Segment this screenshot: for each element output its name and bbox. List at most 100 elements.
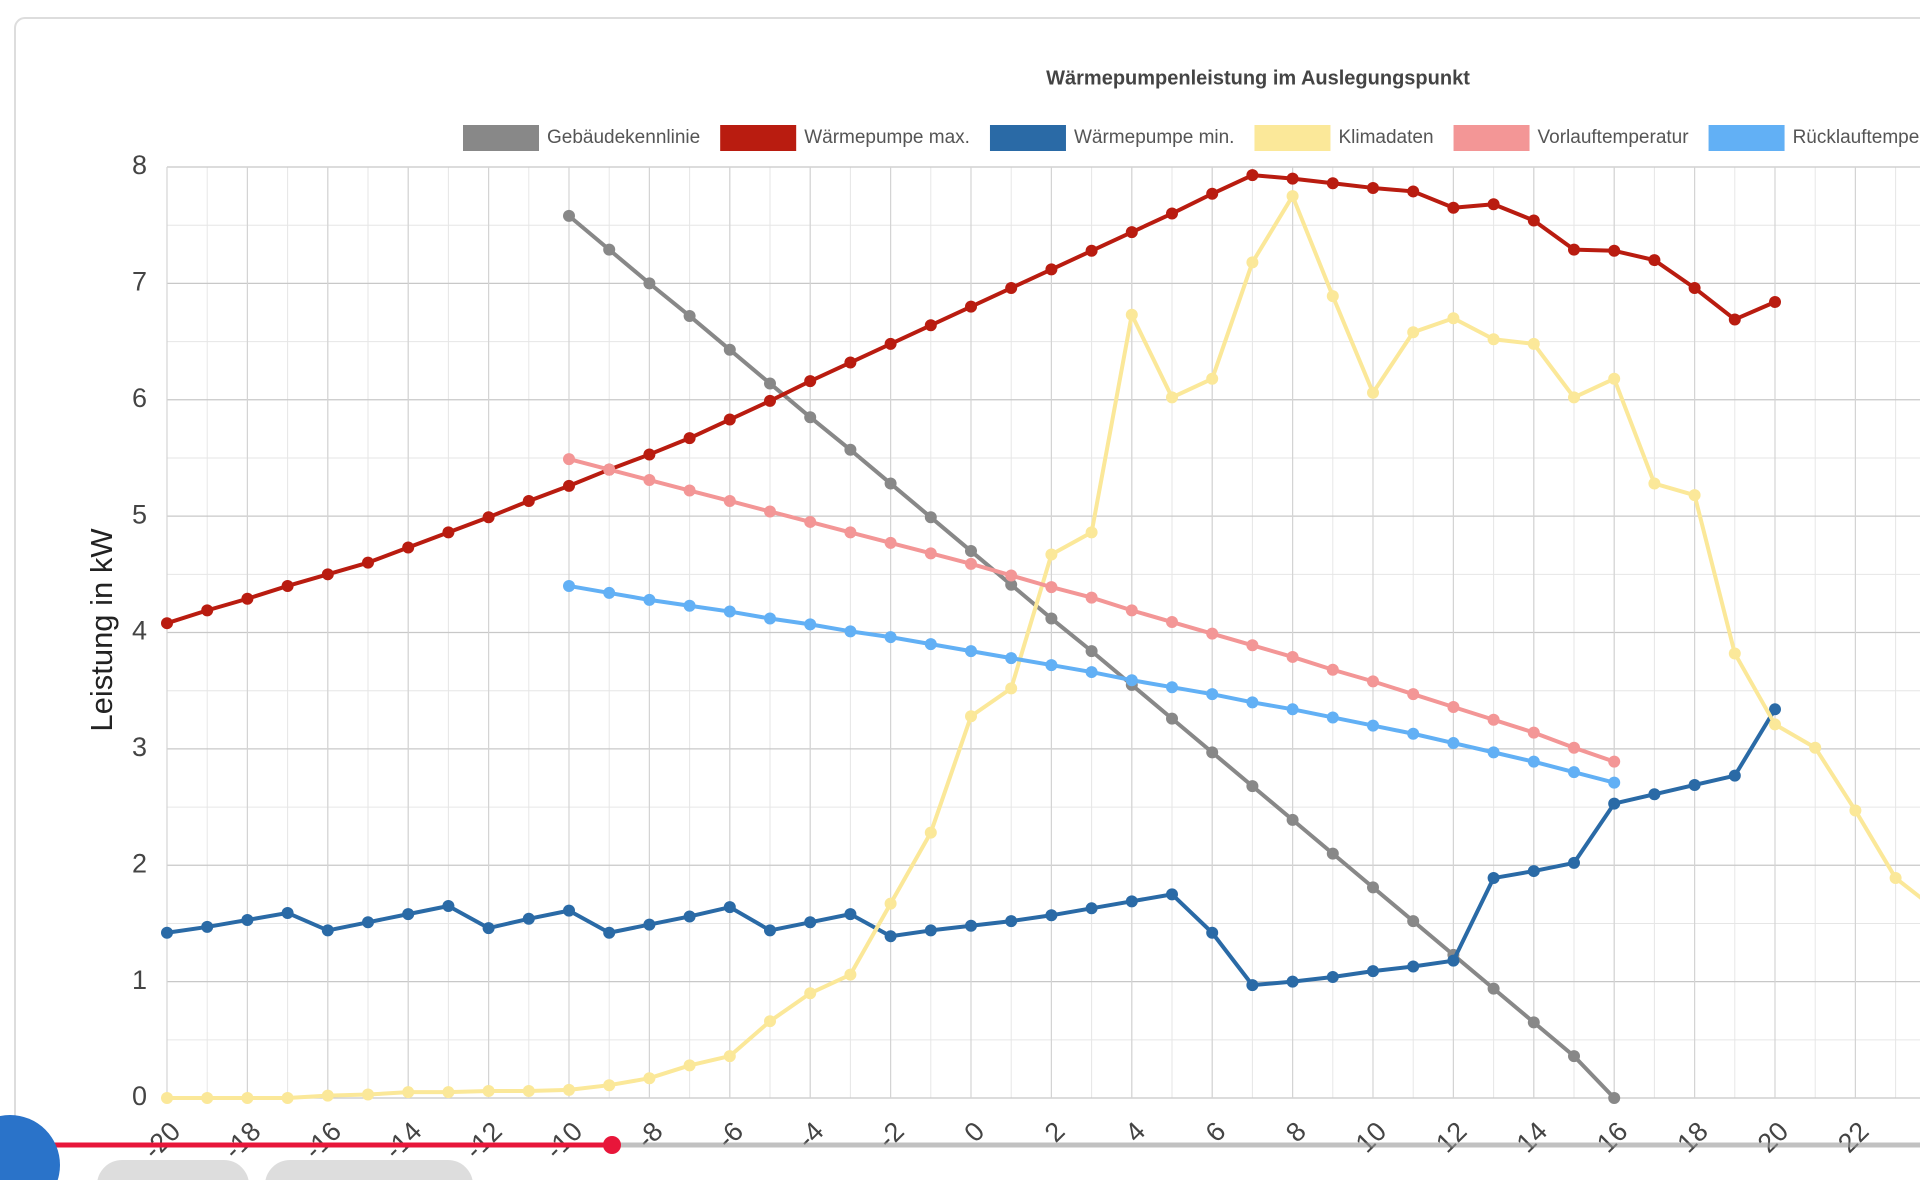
data-point <box>281 906 294 919</box>
data-point <box>764 1015 776 1028</box>
data-point <box>1487 872 1500 885</box>
data-point <box>1166 616 1178 629</box>
data-point <box>844 443 857 456</box>
data-point <box>522 912 535 925</box>
y-tick-label: 7 <box>132 267 147 297</box>
round-button[interactable] <box>0 1115 60 1180</box>
data-point <box>844 968 857 981</box>
legend-label: Gebäudekennlinie <box>547 127 700 148</box>
data-point <box>965 557 977 570</box>
data-point <box>1407 915 1420 928</box>
data-point <box>603 586 616 599</box>
data-point <box>1206 627 1219 640</box>
data-point <box>1608 1092 1621 1104</box>
data-point <box>1206 372 1219 385</box>
data-point <box>1367 719 1379 732</box>
data-point <box>482 1085 495 1098</box>
data-point <box>804 916 817 929</box>
data-point <box>281 1092 294 1104</box>
data-point <box>1527 337 1540 350</box>
legend-label: Rücklauftemperatur <box>1793 127 1920 148</box>
data-point <box>1326 711 1339 724</box>
data-point <box>1085 244 1098 257</box>
data-point <box>1045 909 1058 922</box>
data-point <box>482 922 495 935</box>
data-point <box>723 343 736 356</box>
data-point <box>1085 645 1098 658</box>
data-point <box>362 556 374 569</box>
data-point <box>643 1072 656 1085</box>
data-point <box>643 277 656 290</box>
data-point <box>1487 713 1500 726</box>
legend: Gebäudekennlinie Wärmepumpe max. Wärmepump… <box>463 125 1920 151</box>
data-point <box>723 605 736 618</box>
data-point <box>884 536 897 549</box>
progress-handle[interactable] <box>603 1136 621 1154</box>
data-point <box>1206 926 1219 939</box>
data-point <box>1085 526 1098 539</box>
data-point <box>1005 282 1018 295</box>
data-point <box>1246 169 1259 182</box>
data-point <box>1407 326 1420 339</box>
data-point <box>201 920 214 933</box>
legend-label: Wärmepumpe min. <box>1074 127 1235 148</box>
data-point <box>1447 312 1460 325</box>
data-point <box>1246 780 1259 793</box>
data-point <box>402 541 415 554</box>
data-point <box>1206 688 1219 701</box>
data-point <box>1688 489 1701 502</box>
data-point <box>321 568 334 581</box>
data-point <box>1407 688 1420 701</box>
data-point <box>804 618 817 631</box>
data-point <box>1286 975 1299 988</box>
data-point <box>1487 333 1500 346</box>
data-point <box>1568 856 1580 869</box>
y-tick-label: 3 <box>132 732 147 762</box>
data-point <box>1286 813 1299 826</box>
data-point <box>362 1088 374 1101</box>
data-point <box>1527 726 1540 739</box>
data-point <box>884 477 897 490</box>
data-point <box>1527 214 1540 227</box>
data-point <box>402 1086 415 1099</box>
data-point <box>924 638 937 651</box>
data-point <box>442 526 455 539</box>
data-point <box>965 645 977 658</box>
data-point <box>1889 872 1902 885</box>
data-point <box>482 511 495 524</box>
data-point <box>1005 652 1018 665</box>
pill-button[interactable] <box>97 1160 249 1180</box>
data-point <box>965 545 977 558</box>
data-point <box>844 356 857 369</box>
data-point <box>965 710 977 723</box>
data-point <box>723 494 736 507</box>
data-point <box>161 1092 173 1104</box>
data-point <box>241 1092 254 1104</box>
data-point <box>1367 881 1379 894</box>
data-point <box>281 579 294 592</box>
data-point <box>924 826 937 839</box>
data-point <box>1085 591 1098 604</box>
data-point <box>522 494 535 507</box>
data-point <box>402 908 415 921</box>
data-point <box>1487 982 1500 995</box>
legend-swatch <box>720 125 797 151</box>
data-point <box>201 604 214 617</box>
data-point <box>563 1083 575 1096</box>
data-point <box>1367 386 1379 399</box>
data-point <box>764 394 776 407</box>
data-point <box>1447 954 1460 967</box>
pill-button[interactable] <box>265 1160 473 1180</box>
data-point <box>924 511 937 524</box>
data-point <box>603 243 616 256</box>
data-point <box>1527 755 1540 768</box>
data-point <box>683 484 696 497</box>
data-point <box>1608 797 1621 810</box>
data-point <box>764 612 776 625</box>
data-point <box>241 913 254 926</box>
legend-label: Klimadaten <box>1338 127 1433 148</box>
data-point <box>1326 663 1339 676</box>
data-point <box>1005 578 1018 591</box>
